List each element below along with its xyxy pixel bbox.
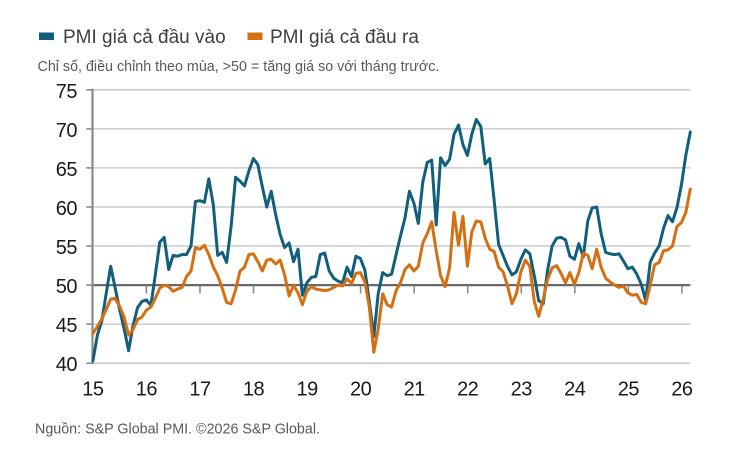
svg-text:19: 19 bbox=[296, 379, 318, 401]
svg-text:75: 75 bbox=[56, 81, 78, 103]
svg-text:16: 16 bbox=[136, 379, 158, 401]
svg-text:Chỉ số, điều chỉnh theo mùa, >: Chỉ số, điều chỉnh theo mùa, >50 = tăng … bbox=[38, 59, 440, 75]
svg-text:17: 17 bbox=[189, 379, 211, 401]
svg-text:55: 55 bbox=[56, 237, 78, 259]
svg-text:40: 40 bbox=[56, 354, 78, 376]
svg-text:60: 60 bbox=[56, 198, 78, 220]
svg-text:23: 23 bbox=[511, 379, 533, 401]
svg-text:50: 50 bbox=[56, 276, 78, 298]
svg-text:21: 21 bbox=[404, 379, 426, 401]
svg-text:15: 15 bbox=[82, 379, 104, 401]
svg-text:70: 70 bbox=[56, 120, 78, 142]
svg-text:18: 18 bbox=[243, 379, 265, 401]
svg-text:65: 65 bbox=[56, 159, 78, 181]
svg-text:22: 22 bbox=[457, 379, 479, 401]
svg-text:25: 25 bbox=[618, 379, 640, 401]
svg-text:20: 20 bbox=[350, 379, 372, 401]
svg-text:Nguồn: S&P Global PMI. ©2026 S: Nguồn: S&P Global PMI. ©2026 S&P Global. bbox=[35, 422, 320, 438]
svg-text:PMI giá cả đầu ra: PMI giá cả đầu ra bbox=[270, 27, 419, 48]
svg-text:24: 24 bbox=[564, 379, 586, 401]
svg-text:PMI giá cả đầu vào: PMI giá cả đầu vào bbox=[63, 27, 226, 48]
svg-text:45: 45 bbox=[56, 315, 78, 337]
svg-text:26: 26 bbox=[671, 379, 693, 401]
